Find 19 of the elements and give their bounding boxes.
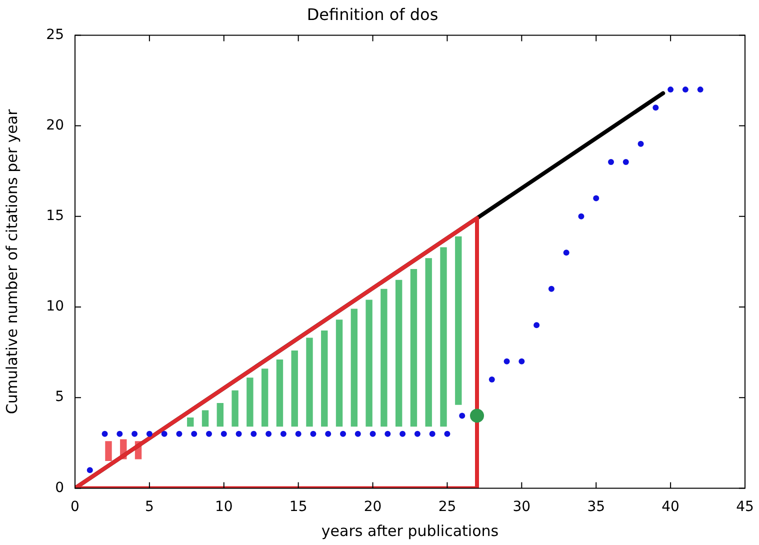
- x-tick-label: 15: [289, 499, 308, 516]
- y-tick-label: 10: [46, 298, 64, 315]
- x-axis-title: years after publications: [321, 522, 499, 540]
- y-axis-title: Cumulative number of citations per year: [2, 108, 21, 414]
- y-tick-label: 20: [46, 117, 64, 134]
- x-tick-label: 20: [364, 499, 382, 516]
- y-tick-label: 5: [55, 389, 64, 406]
- x-tick-label: 40: [662, 499, 680, 516]
- y-tick-label: 25: [46, 26, 64, 43]
- x-tick-label: 25: [438, 499, 456, 516]
- x-tick-label: 45: [736, 499, 754, 516]
- y-tick-label: 0: [55, 480, 64, 496]
- x-tick-label: 0: [70, 499, 80, 516]
- x-tick-label: 10: [214, 499, 233, 516]
- x-tick-label: 35: [587, 499, 606, 516]
- y-tick-label: 15: [46, 208, 64, 224]
- x-tick-label: 5: [144, 499, 154, 516]
- x-tick-label: 30: [512, 499, 531, 516]
- chart-title: Definition of dos: [306, 4, 438, 24]
